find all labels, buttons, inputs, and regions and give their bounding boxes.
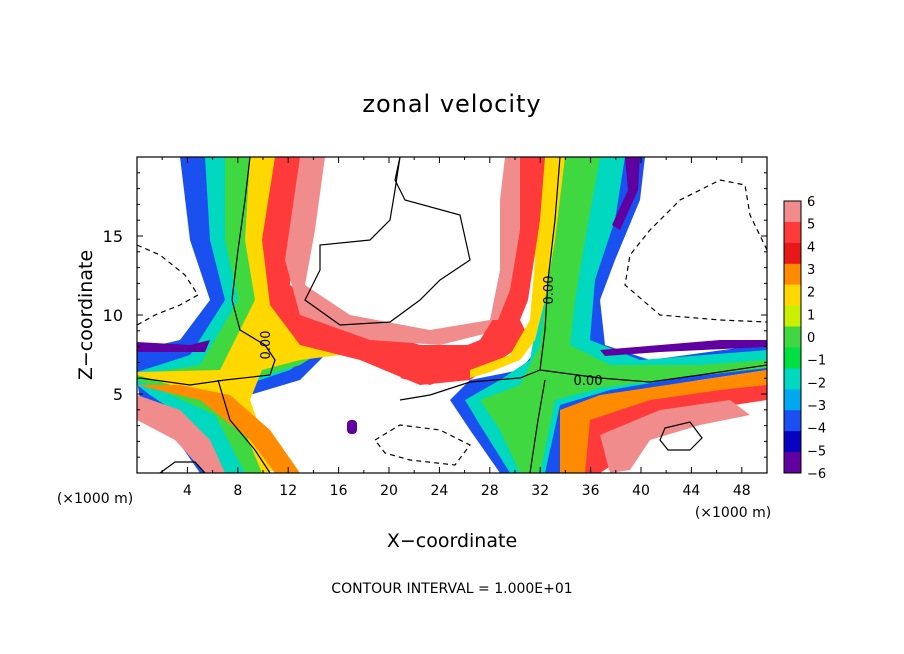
y-axis-ticks: 5 10 15	[103, 172, 767, 458]
field-spot-purple	[347, 420, 357, 434]
colorbar-label: −5	[807, 444, 826, 459]
x-tick-label: 24	[430, 483, 448, 499]
colorbar-swatch	[784, 326, 801, 348]
colorbar-label: −1	[807, 354, 826, 369]
neg-contour-left	[137, 244, 199, 326]
y-tick-label: 10	[103, 306, 123, 325]
colorbar-swatch	[784, 389, 801, 411]
x-tick-label: 16	[330, 483, 348, 499]
field-band-purple-strip	[600, 340, 767, 356]
colorbar-swatch	[784, 242, 801, 265]
colorbar-swatch	[784, 305, 801, 328]
colorbar-swatch	[784, 452, 801, 474]
zero-contour-central	[399, 157, 767, 473]
contour-lines	[137, 157, 767, 473]
heatmap-field-lower-right	[137, 340, 767, 473]
neg-contour-right	[624, 179, 767, 323]
colorbar-label: −4	[807, 422, 826, 437]
zero-contour-bottom-left	[159, 461, 206, 473]
colorbar-label: −6	[807, 467, 826, 482]
footer-contour-interval: CONTOUR INTERVAL = 1.000E+01	[331, 581, 572, 597]
contour-label-central: 0.00	[542, 276, 557, 305]
zero-contour-closed-upper	[304, 157, 471, 326]
x-tick-label: 36	[582, 483, 600, 499]
x-tick-label: 8	[233, 483, 242, 499]
colorbar-swatch	[784, 221, 801, 244]
colorbar-label: 5	[807, 218, 815, 233]
colorbar-swatch	[784, 284, 801, 307]
field-band-pink-lower	[137, 395, 225, 473]
colorbar-label: 3	[807, 263, 815, 278]
y-tick-label: 15	[103, 227, 123, 246]
field-band-yellow-central	[470, 157, 565, 378]
colorbar-swatch	[784, 368, 801, 390]
x-tick-label: 28	[481, 483, 499, 499]
field-band-yellow-left	[137, 157, 380, 473]
field-band-purple-left	[137, 340, 210, 352]
x-tick-label: 12	[279, 483, 297, 499]
x-tick-label: 4	[183, 483, 192, 499]
colorbar-label: 4	[807, 240, 815, 255]
colorbar-swatch	[784, 431, 801, 453]
x-tick-label: 32	[531, 483, 549, 499]
x-axis-label: X−coordinate	[387, 530, 517, 552]
zero-contour-left	[139, 157, 276, 473]
x-tick-label: 20	[380, 483, 398, 499]
y-tick-label: 5	[113, 385, 123, 404]
heatmap-field-central-jet	[400, 157, 767, 473]
colorbar-label: −2	[807, 376, 826, 391]
x-tick-label: 48	[733, 483, 751, 499]
y-axis-label: Z−coordinate	[75, 250, 97, 380]
colorbar-label: −3	[807, 399, 826, 414]
colorbar: 6 5 4 3 2 1 0 −1 −2 −3 −4 −5 −6	[783, 195, 826, 482]
x-axis-ticks: 4 8 12 16 20 24 28 32 36 40 44 48	[161, 157, 751, 499]
colorbar-label: 2	[807, 286, 815, 301]
plot-area: 0.00 0.00 0.00	[137, 157, 767, 473]
contour-label-left: 0.00	[259, 331, 274, 360]
colorbar-swatch	[784, 201, 801, 223]
field-band-pink-right	[600, 400, 750, 473]
field-band-orange-lower	[137, 385, 300, 473]
field-band-pink-central	[490, 157, 520, 320]
field-band-red-left	[262, 157, 530, 385]
colorbar-label: 1	[807, 308, 815, 323]
field-band-purple-top	[612, 157, 640, 230]
x-tick-label: 40	[632, 483, 650, 499]
colorbar-frame	[783, 200, 802, 474]
field-band-red-right	[585, 385, 767, 473]
x-unit-label-left: (×1000 m)	[57, 491, 133, 507]
colorbar-swatch	[784, 263, 801, 286]
zero-contour-closed-lower	[659, 421, 703, 451]
colorbar-swatch	[784, 347, 801, 369]
field-band-red-central	[400, 157, 545, 385]
x-tick-label: 44	[682, 483, 700, 499]
colorbar-label: 0	[807, 331, 815, 346]
colorbar-label: 6	[807, 195, 815, 210]
contour-label-right: 0.00	[574, 374, 603, 389]
x-unit-label-right: (×1000 m)	[695, 505, 771, 521]
chart-title: zonal velocity	[362, 90, 541, 118]
colorbar-swatch	[784, 410, 801, 432]
